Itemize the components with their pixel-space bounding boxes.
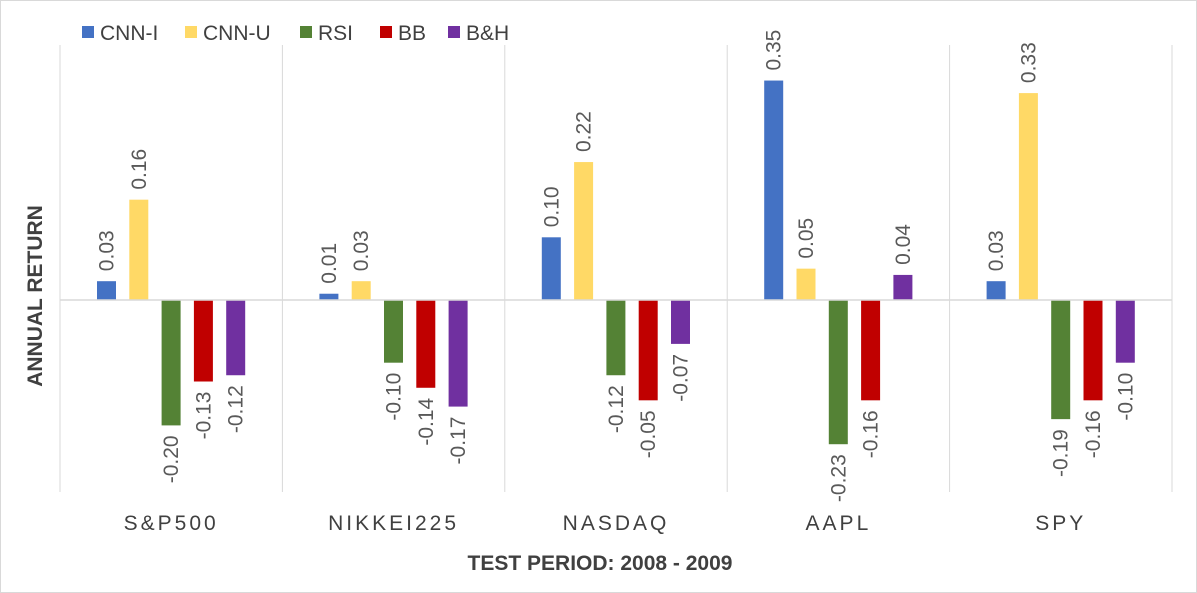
bar-bandh-nikkei225: [448, 300, 468, 407]
bar-bb-nikkei225: [416, 300, 436, 388]
legend-label-bb: BB: [398, 22, 426, 45]
y-axis-title: ANNUAL RETURN: [24, 205, 47, 387]
bar-rsi-nikkei225: [384, 300, 403, 363]
bar-rsi-aapl: [828, 300, 848, 445]
bar-cnn-i-nikkei225: [319, 293, 339, 300]
bar-rsi-spy: [1051, 300, 1071, 420]
category-separators: [59, 45, 1173, 492]
legend-swatch-cnn-i: [82, 26, 94, 38]
legend-label-cnn-i: CNN-I: [100, 22, 158, 45]
data-label-cnn-i-nasdaq: 0.10: [540, 186, 563, 227]
category-label-nikkei225: NIKKEI225: [328, 512, 459, 535]
bar-cnn-i-aapl: [764, 80, 784, 300]
legend-label-bandh: B&H: [466, 22, 509, 45]
data-label-bandh-sandp500: -0.12: [225, 385, 248, 433]
data-label-cnn-u-nasdaq: 0.22: [573, 111, 596, 152]
bar-cnn-i-nasdaq: [541, 237, 561, 300]
data-label-rsi-nikkei225: -0.10: [383, 373, 406, 421]
data-label-bandh-spy: -0.10: [1114, 373, 1137, 421]
data-label-bandh-nikkei225: -0.17: [447, 417, 470, 465]
legend-label-cnn-u: CNN-U: [203, 22, 271, 45]
bar-cnn-u-sandp500: [129, 199, 149, 300]
bar-bb-aapl: [861, 300, 881, 401]
category-label-nasdaq: NASDAQ: [563, 512, 670, 535]
data-labels: 0.03 0.16 -0.20 -0.13 -0.12 0.01 0.03 -0.10 -0.1…: [96, 30, 1138, 502]
data-label-bb-nikkei225: -0.14: [415, 397, 438, 445]
bar-bb-spy: [1083, 300, 1103, 401]
data-label-cnn-u-nikkei225: 0.03: [350, 230, 373, 271]
category-label-spy: SPY: [1035, 512, 1086, 535]
data-label-rsi-sandp500: -0.20: [160, 435, 183, 483]
data-label-rsi-nasdaq: -0.12: [605, 385, 628, 433]
data-label-cnn-u-spy: 0.33: [1017, 42, 1040, 83]
bar-rsi-sandp500: [161, 300, 181, 426]
bar-bandh-sandp500: [226, 300, 246, 376]
legend: CNN-I CNN-U RSI BB B&H: [82, 22, 509, 45]
legend-label-rsi: RSI: [318, 22, 353, 45]
data-label-bandh-nasdaq: -0.07: [670, 354, 693, 402]
data-label-rsi-spy: -0.19: [1050, 429, 1073, 477]
bars: [97, 80, 1135, 445]
bar-cnn-u-spy: [1018, 93, 1038, 300]
data-label-cnn-u-aapl: 0.05: [795, 218, 818, 259]
data-label-cnn-i-spy: 0.03: [985, 230, 1008, 271]
legend-swatch-bb: [380, 26, 392, 38]
legend-swatch-bandh: [448, 26, 460, 38]
data-label-bb-spy: -0.16: [1082, 410, 1105, 458]
legend-swatch-cnn-u: [185, 26, 197, 38]
data-label-rsi-aapl: -0.23: [827, 454, 850, 502]
bar-cnn-i-sandp500: [97, 281, 116, 300]
bar-rsi-nasdaq: [606, 300, 626, 376]
data-label-bandh-aapl: 0.04: [892, 224, 915, 265]
data-label-bb-sandp500: -0.13: [192, 392, 215, 440]
bar-cnn-i-spy: [986, 281, 1006, 300]
bar-bb-nasdaq: [638, 300, 658, 401]
data-label-bb-nasdaq: -0.05: [637, 410, 660, 458]
bar-cnn-u-nikkei225: [351, 281, 371, 300]
bar-cnn-u-aapl: [796, 268, 816, 300]
bar-cnn-u-nasdaq: [574, 162, 594, 300]
data-label-cnn-i-aapl: 0.35: [763, 30, 786, 71]
bar-bandh-aapl: [893, 274, 913, 300]
bar-bb-sandp500: [193, 300, 213, 382]
data-label-bb-aapl: -0.16: [860, 410, 883, 458]
bar-bandh-spy: [1115, 300, 1135, 363]
category-label-sandp500: S&P500: [124, 512, 219, 535]
bar-bandh-nasdaq: [671, 300, 690, 344]
x-axis-title: TEST PERIOD: 2008 - 2009: [468, 552, 733, 575]
category-labels: S&P500 NIKKEI225 NASDAQ AAPL SPY: [124, 512, 1086, 535]
data-label-cnn-i-nikkei225: 0.01: [318, 243, 341, 284]
data-label-cnn-i-sandp500: 0.03: [96, 230, 119, 271]
data-label-cnn-u-sandp500: 0.16: [128, 149, 151, 190]
category-label-aapl: AAPL: [806, 512, 872, 535]
legend-swatch-rsi: [300, 26, 312, 38]
